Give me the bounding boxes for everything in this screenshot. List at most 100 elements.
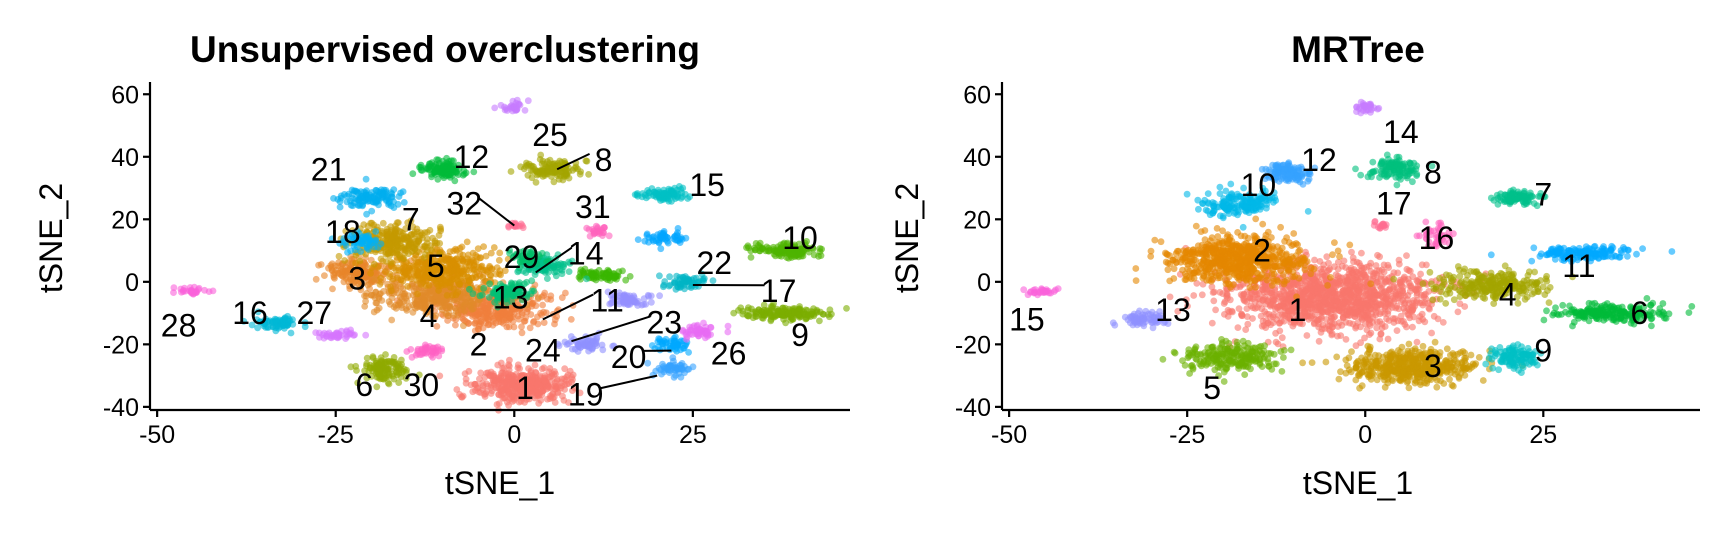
data-point — [546, 365, 554, 372]
data-point — [568, 378, 575, 386]
data-point — [363, 210, 370, 218]
data-point — [417, 280, 425, 288]
data-point — [406, 262, 413, 270]
data-point — [1390, 269, 1398, 277]
data-point — [358, 194, 366, 202]
data-point — [1358, 249, 1365, 257]
cluster-19-leader-line — [599, 374, 658, 390]
cluster-6-points — [347, 351, 423, 391]
y-tick-label: 20 — [111, 206, 139, 234]
cluster-label-22: 22 — [696, 245, 732, 281]
data-point — [800, 308, 808, 316]
data-point — [540, 319, 548, 326]
data-point — [459, 268, 467, 276]
data-point — [1242, 326, 1250, 333]
data-point — [353, 266, 361, 274]
data-point — [567, 333, 575, 340]
data-point — [514, 361, 522, 369]
data-point — [666, 273, 673, 281]
data-point — [494, 361, 502, 369]
data-point — [372, 236, 380, 244]
data-point — [510, 323, 518, 331]
data-point — [605, 232, 613, 240]
data-point — [470, 259, 478, 267]
data-point — [505, 223, 513, 231]
data-point — [485, 321, 493, 328]
data-point — [428, 269, 435, 277]
data-point — [1398, 278, 1405, 285]
data-point — [388, 316, 396, 324]
data-point — [316, 334, 323, 341]
data-point — [328, 260, 336, 268]
data-point — [744, 312, 752, 320]
data-point — [426, 160, 434, 168]
data-point — [539, 301, 546, 309]
data-point — [350, 332, 357, 339]
data-point — [369, 354, 377, 362]
data-point — [1325, 259, 1332, 267]
data-point — [542, 163, 550, 171]
cluster-label-5: 5 — [427, 248, 445, 284]
data-point — [401, 269, 409, 277]
data-point — [745, 244, 752, 252]
data-point — [1278, 334, 1286, 342]
data-point — [421, 274, 429, 282]
data-point — [1413, 338, 1421, 346]
y-tick-label: -20 — [103, 331, 139, 359]
data-point — [674, 225, 682, 232]
data-point — [414, 297, 422, 305]
data-point — [518, 384, 526, 392]
data-point — [675, 365, 683, 373]
cluster-label-6: 6 — [355, 367, 373, 403]
cluster-label-25: 25 — [532, 117, 568, 153]
data-point — [459, 257, 467, 265]
data-point — [492, 270, 500, 278]
data-point — [444, 278, 452, 286]
data-point — [1198, 291, 1206, 299]
data-point — [530, 318, 537, 326]
data-point — [1313, 317, 1321, 324]
data-point — [395, 379, 403, 386]
data-point — [479, 274, 487, 281]
data-point — [521, 107, 529, 114]
cluster-label-9: 9 — [791, 317, 809, 353]
data-point — [493, 401, 501, 408]
data-point — [475, 264, 483, 271]
data-point — [1272, 338, 1280, 346]
data-point — [501, 267, 509, 275]
cluster-label-20: 20 — [611, 339, 647, 375]
y-tick-label: 40 — [111, 144, 139, 172]
data-point — [433, 275, 440, 282]
data-point — [550, 371, 558, 379]
data-point — [392, 222, 399, 230]
data-point — [451, 275, 459, 282]
data-point — [530, 388, 538, 396]
data-point — [583, 157, 591, 165]
data-point — [321, 272, 328, 279]
cluster-30-points — [403, 341, 446, 361]
data-point — [583, 224, 591, 232]
cluster-label-16: 16 — [232, 295, 268, 331]
data-point — [385, 240, 393, 248]
cluster-label-17: 17 — [761, 273, 797, 309]
cluster-label-28: 28 — [161, 308, 197, 344]
data-point — [560, 397, 568, 404]
data-point — [531, 374, 539, 382]
data-point — [1395, 256, 1403, 264]
data-point — [1417, 270, 1424, 278]
data-point — [1418, 261, 1426, 269]
data-point — [452, 245, 459, 253]
data-point — [454, 288, 462, 296]
data-point — [457, 306, 465, 314]
data-point — [826, 313, 833, 321]
x-tick-label: -25 — [318, 421, 354, 449]
data-point — [1276, 327, 1284, 335]
data-point — [181, 284, 188, 292]
data-point — [660, 186, 668, 194]
data-point — [414, 290, 421, 298]
data-point — [626, 273, 634, 280]
data-point — [415, 371, 423, 379]
data-point — [481, 393, 489, 400]
data-point — [549, 390, 557, 398]
